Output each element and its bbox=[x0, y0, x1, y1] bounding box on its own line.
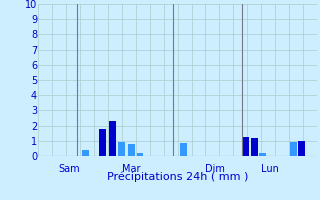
X-axis label: Précipitations 24h ( mm ): Précipitations 24h ( mm ) bbox=[107, 172, 248, 182]
Bar bbox=[118, 142, 125, 156]
Text: Mar: Mar bbox=[122, 164, 140, 174]
Bar bbox=[99, 129, 106, 156]
Bar bbox=[242, 137, 249, 156]
Bar bbox=[259, 153, 266, 156]
Bar bbox=[137, 153, 143, 156]
Bar bbox=[82, 150, 89, 156]
Bar bbox=[298, 141, 305, 156]
Text: Sam: Sam bbox=[58, 164, 79, 174]
Bar bbox=[128, 144, 135, 156]
Bar bbox=[180, 143, 187, 156]
Bar bbox=[109, 121, 116, 156]
Bar bbox=[251, 138, 258, 156]
Text: Dim: Dim bbox=[205, 164, 225, 174]
Bar bbox=[290, 142, 297, 156]
Text: Lun: Lun bbox=[261, 164, 279, 174]
